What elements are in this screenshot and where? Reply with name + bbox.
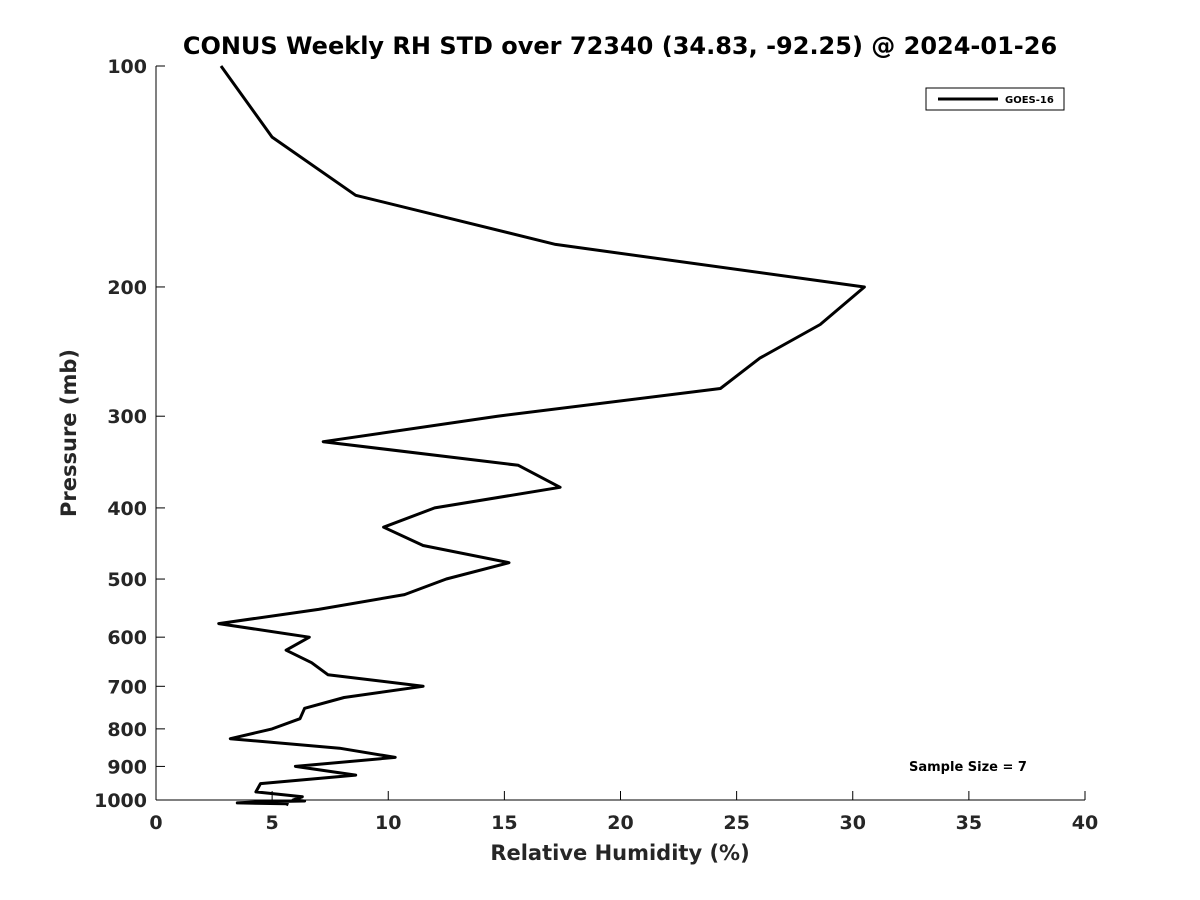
y-tick-label: 900 — [107, 756, 147, 778]
x-tick-label: 10 — [375, 812, 401, 834]
x-tick-label: 25 — [723, 812, 749, 834]
y-tick-label: 500 — [107, 569, 147, 591]
y-tick-label: 800 — [107, 719, 147, 741]
x-tick-label: 5 — [266, 812, 279, 834]
x-tick-label: 40 — [1072, 812, 1098, 834]
y-tick-label: 400 — [107, 498, 147, 520]
x-tick-label: 20 — [607, 812, 633, 834]
axis-ticks: 0 5 10 15 20 25 30 35 40 100 200 300 400 500 600 700 800… — [94, 56, 1098, 834]
y-tick-label: 100 — [107, 56, 147, 78]
x-axis-label: Relative Humidity (%) — [490, 841, 749, 865]
y-tick-label: 300 — [107, 406, 147, 428]
x-tick-label: 30 — [840, 812, 866, 834]
y-axis-label: Pressure (mb) — [57, 349, 81, 517]
x-tick-label: 15 — [491, 812, 517, 834]
plot-axes — [155, 66, 1085, 801]
y-tick-label: 1000 — [94, 790, 147, 812]
y-tick-label: 700 — [107, 676, 147, 698]
y-tick-label: 200 — [107, 277, 147, 299]
chart-title: CONUS Weekly RH STD over 72340 (34.83, -… — [183, 32, 1057, 60]
legend-entry-goes-16: GOES-16 — [1005, 95, 1054, 106]
series-line-goes-16 — [217, 65, 866, 807]
y-tick-label: 600 — [107, 627, 147, 649]
x-tick-label: 35 — [956, 812, 982, 834]
x-tick-label: 0 — [149, 812, 162, 834]
legend: GOES-16 — [925, 87, 1065, 111]
sample-size-annotation: Sample Size = 7 — [909, 760, 1027, 775]
